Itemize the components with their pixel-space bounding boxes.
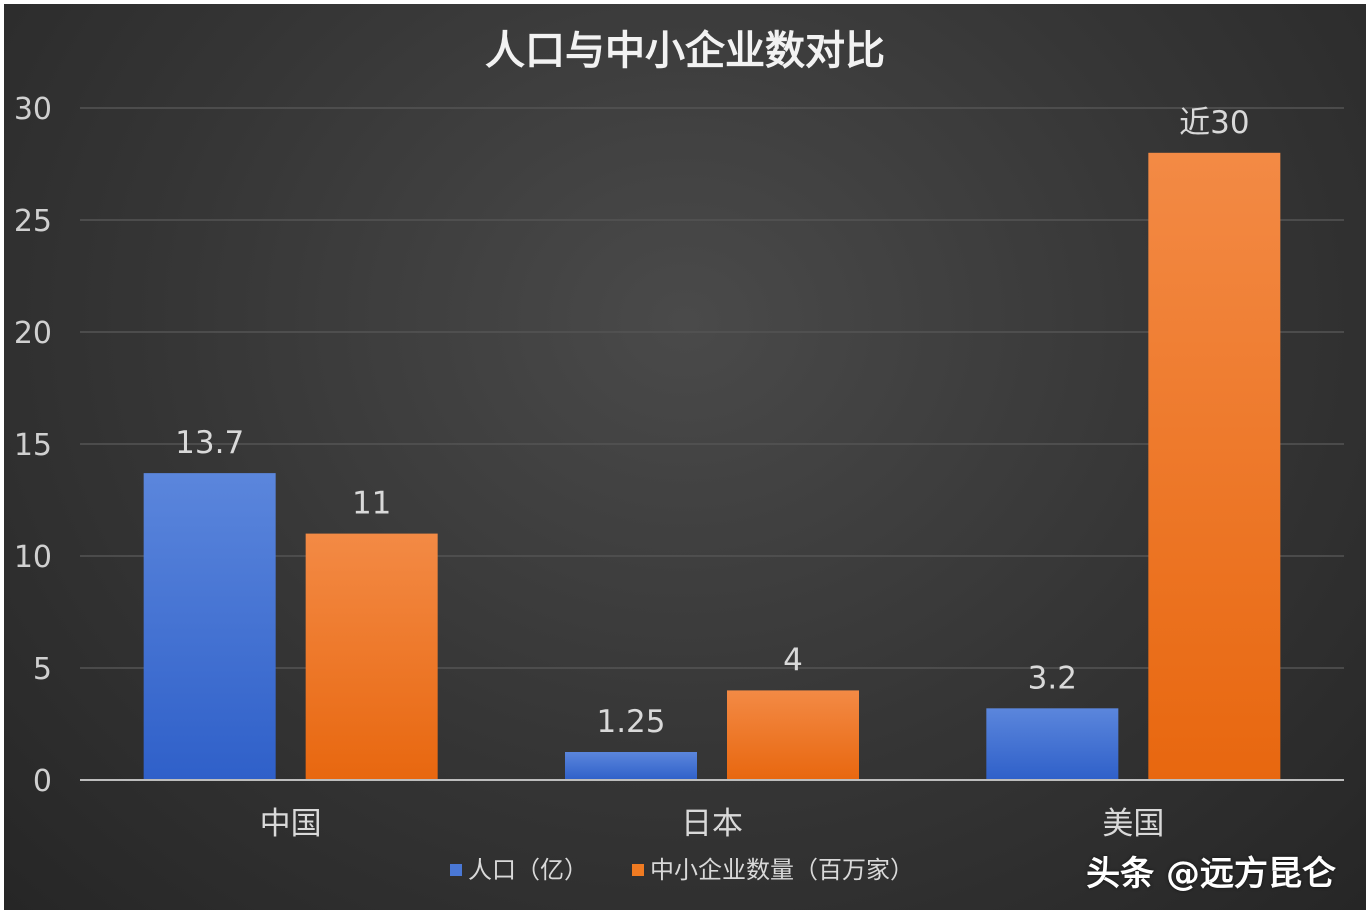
data-label: 11 (352, 486, 391, 522)
watermark-text: 头条 @远方昆仑 (1086, 854, 1336, 894)
x-category-label: 美国 (1102, 806, 1164, 842)
chart-frame: 人口与中小企业数对比 13.7 11 1.25 4 3.2 近30 0 5 10 15 20 25 3… (4, 4, 1366, 910)
bars (143, 152, 1281, 781)
y-tick-label: 5 (33, 652, 52, 687)
bar-chart: 人口与中小企业数对比 13.7 11 1.25 4 3.2 近30 0 5 10 15 20 25 3… (14, 28, 1344, 884)
y-tick-label: 30 (14, 92, 52, 127)
y-tick-label: 20 (14, 316, 52, 351)
y-tick-label: 0 (33, 764, 52, 799)
data-labels: 13.7 11 1.25 4 3.2 近30 (175, 105, 1249, 740)
legend-swatch (632, 864, 644, 876)
y-tick-label: 10 (14, 540, 52, 575)
y-tick-label: 25 (14, 204, 52, 239)
axes: 0 5 10 15 20 25 30 中国 日本 美国 (14, 92, 1344, 842)
legend-swatch (450, 864, 462, 876)
x-category-label: 日本 (681, 806, 743, 842)
gridlines (80, 107, 1344, 669)
data-label: 3.2 (1028, 660, 1077, 696)
chart-title: 人口与中小企业数对比 (485, 28, 885, 74)
y-tick-label: 15 (14, 428, 52, 463)
x-category-label: 中国 (260, 806, 322, 842)
legend-label: 人口（亿） (468, 856, 588, 884)
bar-sme-count (305, 533, 438, 780)
bar-population (986, 708, 1119, 780)
legend: 人口（亿） 中小企业数量（百万家） (450, 856, 914, 884)
bar-sme-count (727, 690, 859, 780)
bar-population (143, 473, 276, 780)
data-label: 1.25 (596, 704, 665, 740)
legend-label: 中小企业数量（百万家） (650, 856, 914, 884)
data-label: 4 (783, 642, 803, 678)
data-label: 13.7 (175, 425, 244, 461)
bar-population (565, 752, 697, 780)
data-label: 近30 (1179, 105, 1249, 141)
bar-sme-count (1148, 152, 1281, 781)
